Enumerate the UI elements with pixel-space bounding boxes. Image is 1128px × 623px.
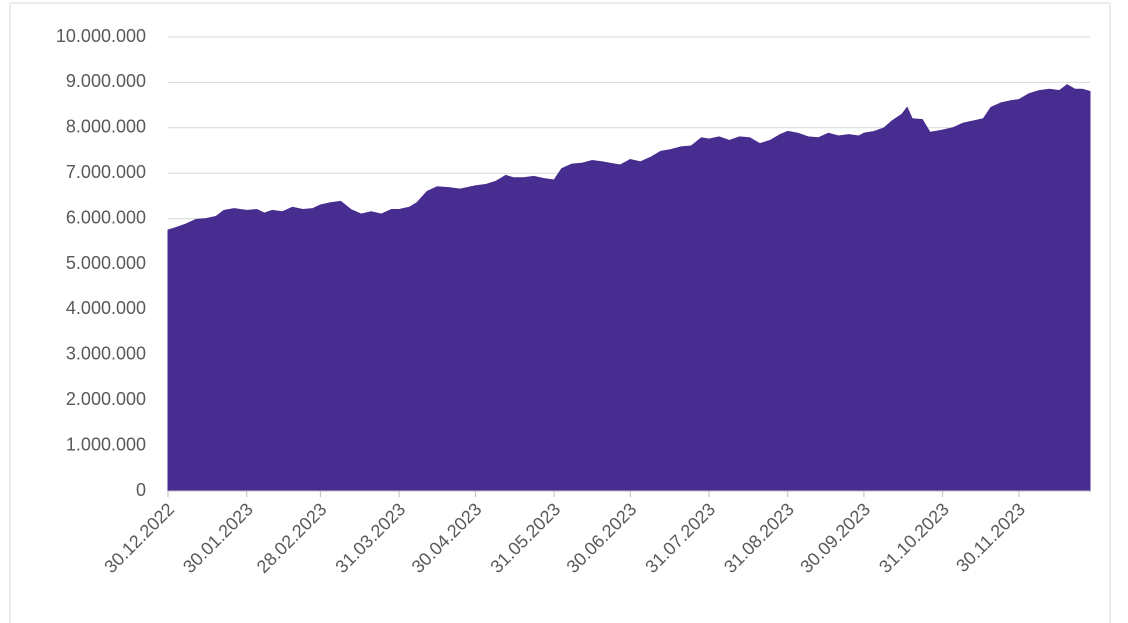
y-tick-label: 5.000.000	[66, 253, 146, 273]
x-tick-label: 30.09.2023	[796, 499, 874, 577]
y-tick-label: 10.000.000	[56, 26, 146, 46]
y-tick-label: 9.000.000	[66, 71, 146, 91]
x-tick-label: 31.10.2023	[875, 499, 953, 577]
x-tick-label: 30.12.2022	[100, 499, 178, 577]
y-tick-label: 0	[136, 480, 146, 500]
x-tick-label: 30.06.2023	[563, 499, 641, 577]
area	[167, 84, 1091, 492]
y-tick-label: 7.000.000	[66, 162, 146, 182]
x-tick-label: 30.11.2023	[952, 499, 1029, 576]
y-tick-label: 4.000.000	[66, 298, 146, 318]
x-tick-label: 30.04.2023	[408, 499, 486, 577]
y-tick-label: 6.000.000	[66, 207, 146, 227]
x-tick-label: 30.01.2023	[179, 499, 257, 577]
x-tick-label: 31.07.2023	[641, 499, 719, 577]
x-tick-label: 31.08.2023	[720, 499, 798, 577]
y-tick-label: 8.000.000	[66, 117, 146, 137]
x-tick-label: 28.02.2023	[253, 499, 331, 577]
x-tick-label: 31.05.2023	[486, 499, 564, 577]
y-tick-label: 2.000.000	[66, 389, 146, 409]
y-tick-label: 1.000.000	[66, 434, 146, 454]
x-tick-label: 31.03.2023	[331, 499, 409, 577]
y-tick-label: 3.000.000	[66, 344, 146, 364]
